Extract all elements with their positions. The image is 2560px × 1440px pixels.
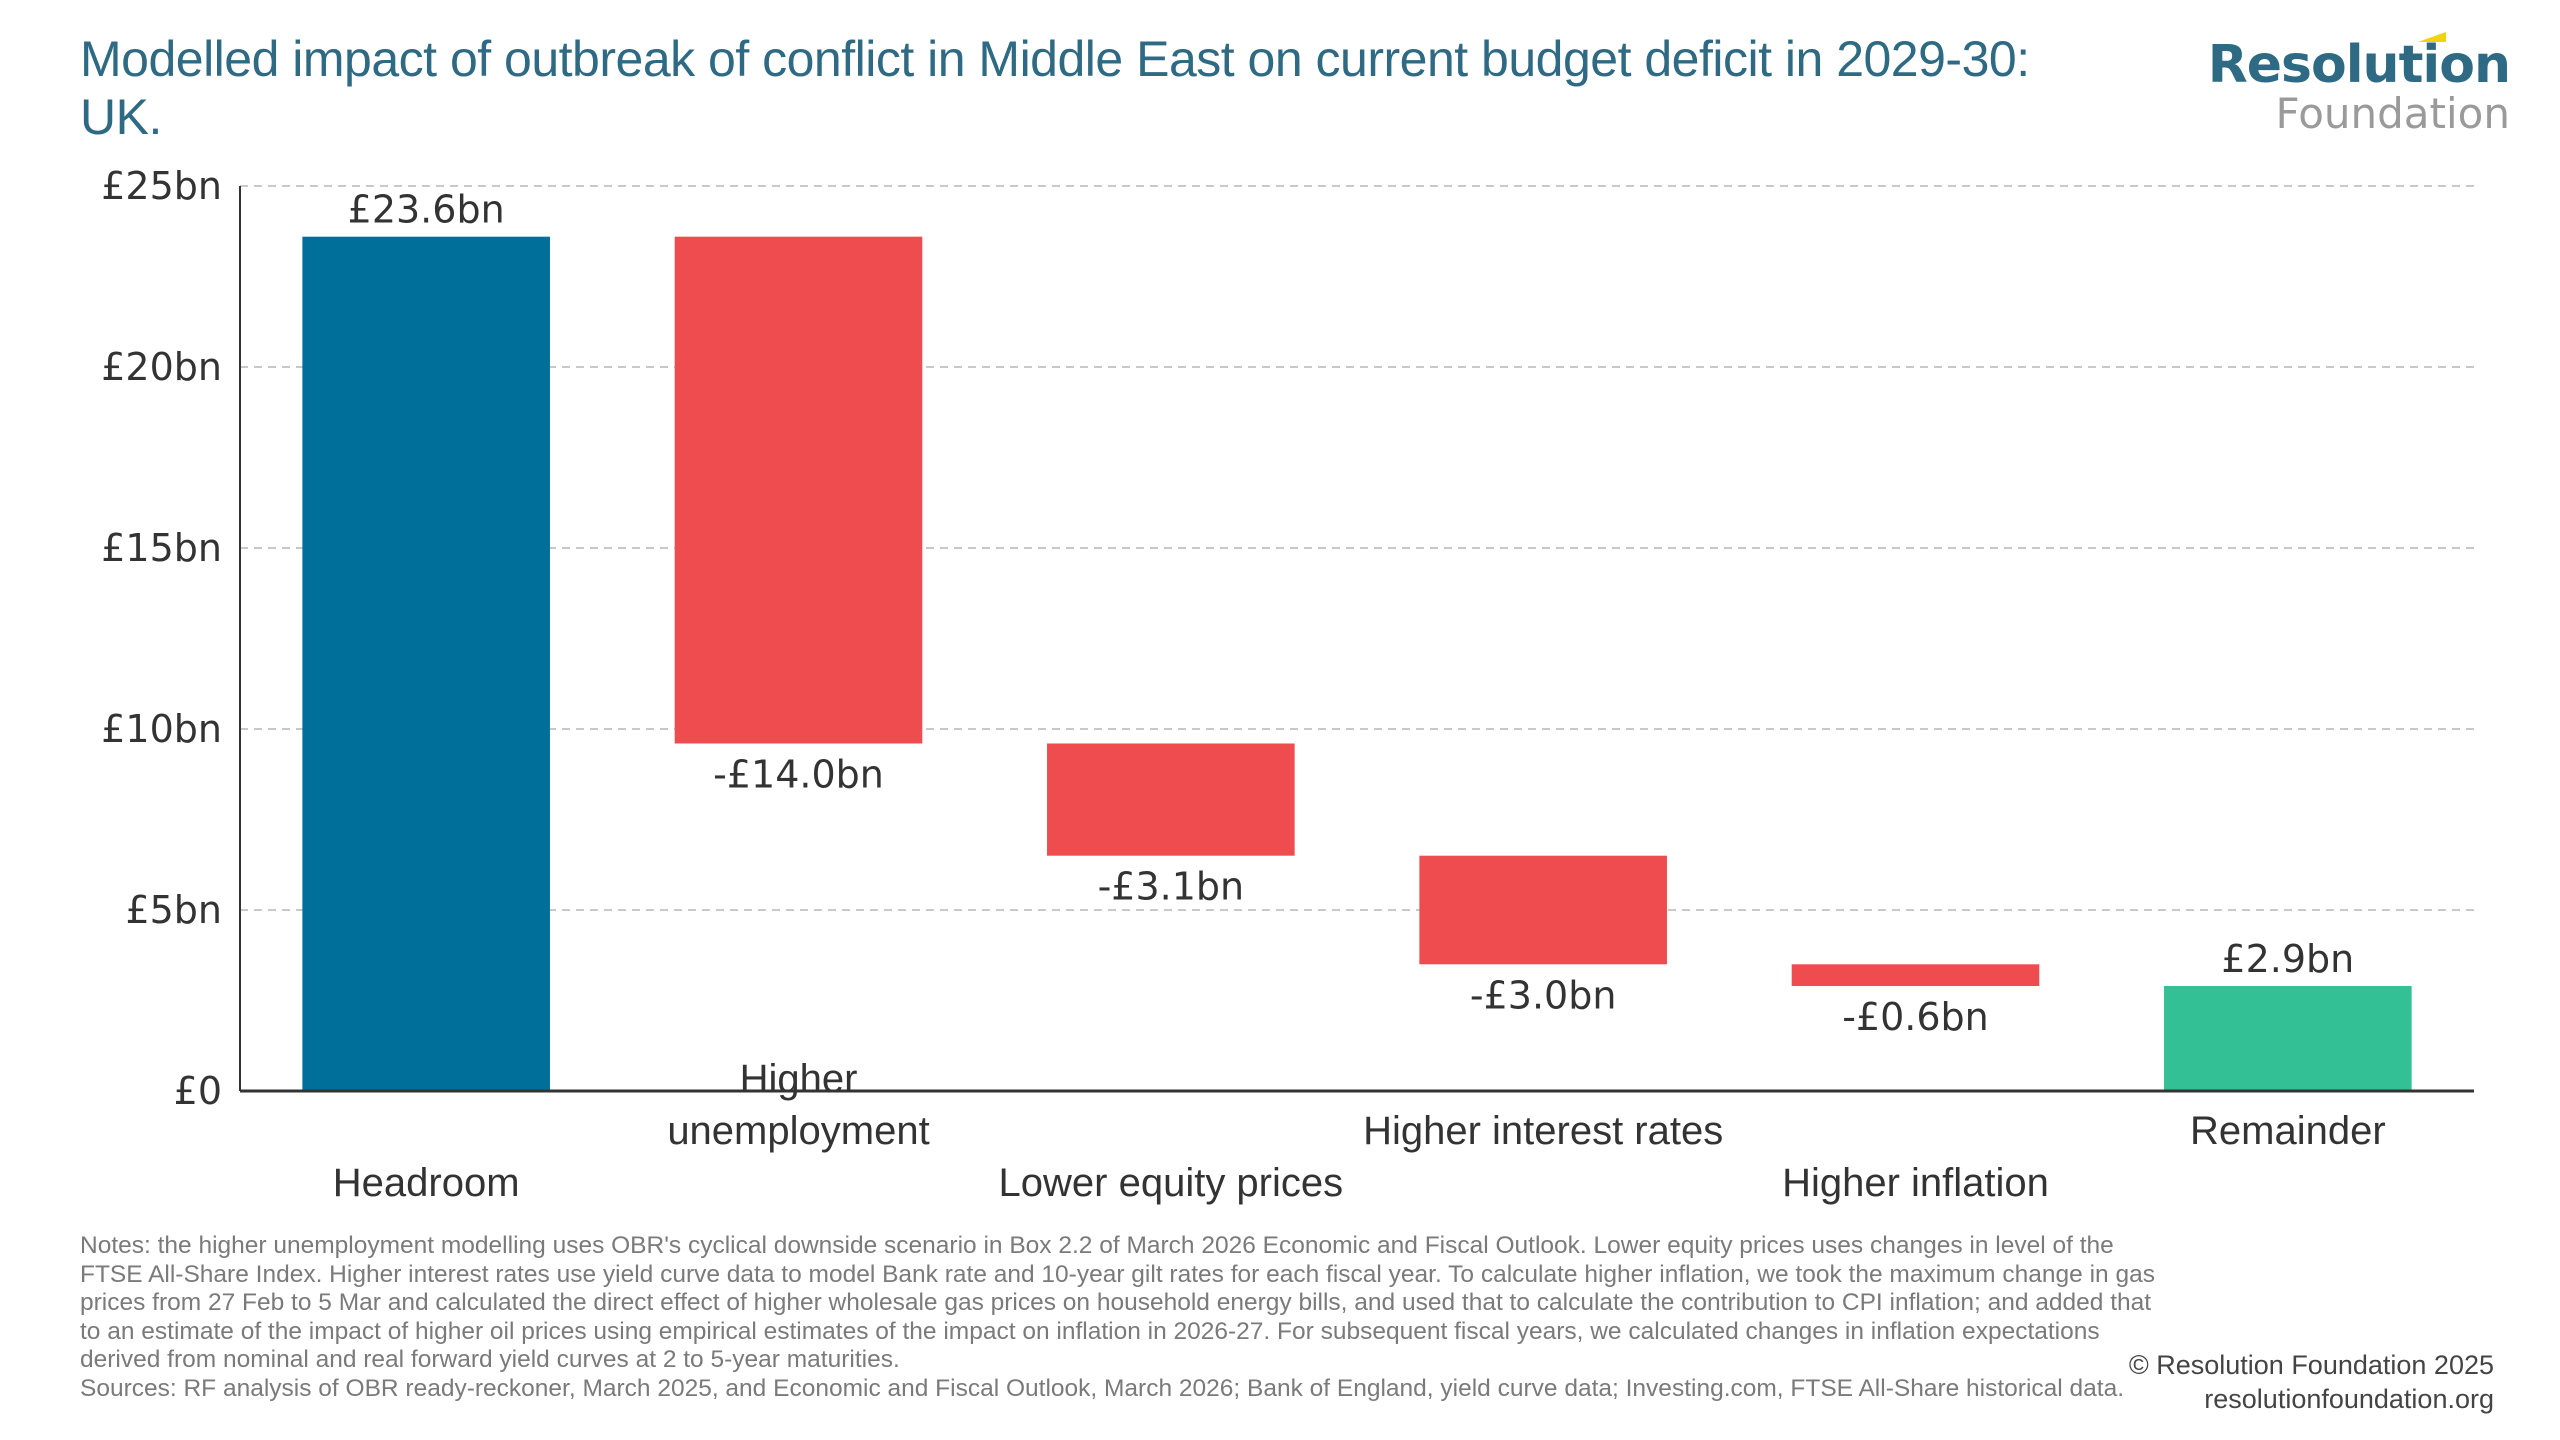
category-label: Higher inflation bbox=[1782, 1161, 2049, 1205]
y-tick-label: £5bn bbox=[125, 888, 222, 932]
data-label: -£14.0bn bbox=[713, 752, 884, 796]
data-label: £23.6bn bbox=[348, 188, 505, 232]
data-labels: £23.6bn -£14.0bn -£3.1bn -£3.0bn -£0.6bn £2.9… bbox=[348, 188, 2355, 1039]
copyright-block: © Resolution Foundation 2025 resolutionf… bbox=[2129, 1348, 2494, 1416]
category-labels: Headroom Higher unemployment Lower equity p… bbox=[333, 1057, 2386, 1205]
y-axis-ticks: £0 £5bn £10bn £15bn £20bn £25bn bbox=[101, 164, 222, 1113]
category-label: Higher bbox=[740, 1057, 858, 1101]
y-tick-label: £15bn bbox=[101, 526, 222, 570]
y-tick-label: £20bn bbox=[101, 345, 222, 389]
website-text: resolutionfoundation.org bbox=[2204, 1384, 2494, 1414]
logo-wordmark-bottom: Foundation bbox=[2275, 89, 2510, 138]
sources-text: Sources: RF analysis of OBR ready-reckon… bbox=[80, 1374, 2125, 1402]
category-label: Higher interest rates bbox=[1363, 1109, 1723, 1153]
bar-decrease bbox=[1047, 743, 1295, 856]
bar-end bbox=[2164, 986, 2412, 1091]
category-label: Headroom bbox=[333, 1161, 520, 1205]
bar-start bbox=[302, 236, 550, 1091]
category-label: Lower equity prices bbox=[999, 1161, 1344, 1205]
logo-accent-icon bbox=[2418, 32, 2446, 42]
category-label: Remainder bbox=[2190, 1109, 2386, 1153]
gridlines bbox=[240, 185, 2474, 911]
waterfall-chart: £0 £5bn £10bn £15bn £20bn £25bn £23.6bn -£14.0… bbox=[101, 164, 2474, 1205]
y-tick-label: £10bn bbox=[101, 707, 222, 751]
data-label: £2.9bn bbox=[2221, 937, 2354, 981]
data-label: -£3.1bn bbox=[1098, 865, 1245, 909]
bar-decrease bbox=[1791, 964, 2040, 987]
notes-text: Notes: the higher unemployment modelling… bbox=[80, 1232, 2155, 1373]
data-label: -£0.6bn bbox=[1842, 995, 1989, 1039]
bar-decrease bbox=[674, 236, 923, 744]
data-label: -£3.0bn bbox=[1470, 973, 1617, 1017]
logo-wordmark-top: Resolution bbox=[2207, 32, 2511, 95]
chart-title: Modelled impact of outbreak of conflict … bbox=[80, 31, 2030, 145]
bars bbox=[302, 236, 2412, 1091]
y-tick-label: £0 bbox=[174, 1069, 222, 1113]
axes bbox=[239, 186, 2474, 1093]
logo-top-text: Resolution bbox=[2207, 35, 2511, 95]
chart-notes: Notes: the higher unemployment modelling… bbox=[80, 1232, 2160, 1403]
copyright-text: © Resolution Foundation 2025 bbox=[2128, 1350, 2494, 1380]
resolution-foundation-logo: Resolution Foundation bbox=[2207, 32, 2511, 138]
category-label: unemployment bbox=[667, 1109, 929, 1153]
bar-decrease bbox=[1419, 855, 1667, 965]
y-tick-label: £25bn bbox=[101, 164, 222, 208]
